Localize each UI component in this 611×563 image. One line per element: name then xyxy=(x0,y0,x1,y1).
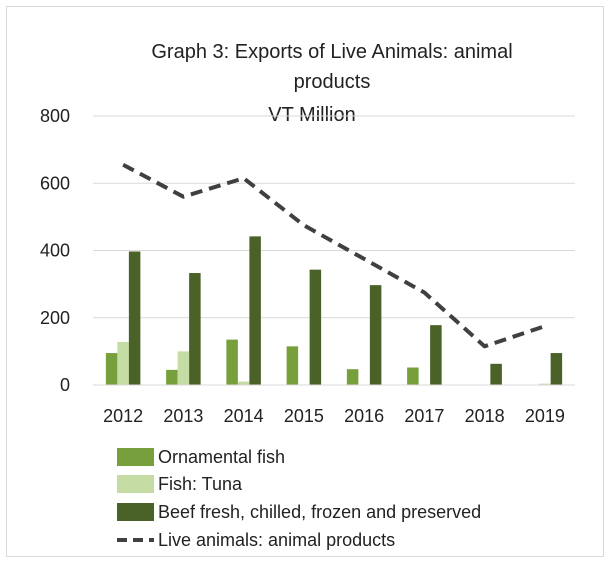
x-tick-label: 2018 xyxy=(465,406,505,426)
legend-swatch xyxy=(117,475,154,493)
x-axis: 2012 2013 2014 2015 2016 2017 2018 2019 xyxy=(93,384,575,426)
legend-label: Beef fresh, chilled, frozen and preserve… xyxy=(158,502,481,522)
bar-beef-2018 xyxy=(490,363,502,385)
legend-swatch xyxy=(117,448,154,466)
y-axis: 0 200 400 600 800 xyxy=(40,106,70,395)
bars xyxy=(105,236,563,385)
legend: Ornamental fish Fish: Tuna Beef fresh, chi… xyxy=(117,447,481,550)
legend-label: Fish: Tuna xyxy=(158,474,243,494)
x-tick-label: 2015 xyxy=(284,406,324,426)
y-tick-label: 200 xyxy=(40,308,70,328)
bar-ornamental-2015 xyxy=(286,346,299,385)
chart-title: Graph 3: Exports of Live Animals: animal… xyxy=(151,41,512,126)
bar-beef-2019 xyxy=(550,353,563,385)
line-series xyxy=(122,162,546,349)
x-tick-label: 2014 xyxy=(224,406,264,426)
bar-fish-2013 xyxy=(177,351,190,385)
legend-label: Ornamental fish xyxy=(158,447,285,467)
bar-beef-2012 xyxy=(128,251,141,385)
chart-frame xyxy=(6,6,604,557)
bar-fish-2012 xyxy=(117,341,129,385)
bar-ornamental-2014 xyxy=(226,339,238,385)
line-live-animals xyxy=(122,162,546,349)
bar-beef-2014 xyxy=(249,236,261,385)
bar-ornamental-2013 xyxy=(166,369,178,385)
chart-title-line-1: Graph 3: Exports of Live Animals: animal xyxy=(151,41,512,63)
bar-ornamental-2017 xyxy=(407,367,419,385)
gridlines xyxy=(93,115,575,386)
chart-title-line-2: products xyxy=(294,71,371,93)
y-tick-label: 800 xyxy=(40,106,70,126)
x-tick-label: 2017 xyxy=(404,406,444,426)
x-tick-label: 2012 xyxy=(103,406,143,426)
x-tick-label: 2016 xyxy=(344,406,384,426)
bar-fish-2019 xyxy=(539,383,551,385)
legend-swatch xyxy=(117,503,154,521)
bar-ornamental-2012 xyxy=(105,353,118,385)
bar-beef-2015 xyxy=(309,269,322,385)
y-tick-label: 400 xyxy=(40,241,70,261)
x-tick-label: 2019 xyxy=(525,406,565,426)
bar-ornamental-2016 xyxy=(346,369,359,385)
y-tick-label: 600 xyxy=(40,173,70,193)
x-tick-label: 2013 xyxy=(163,406,203,426)
bar-fish-2014 xyxy=(237,381,250,385)
chart-title-line-3: VT Million xyxy=(268,104,355,126)
bar-beef-2016 xyxy=(369,285,382,385)
legend-label: Live animals: animal products xyxy=(158,530,395,550)
bar-beef-2013 xyxy=(189,273,201,385)
y-tick-label: 0 xyxy=(60,375,70,395)
bar-beef-2017 xyxy=(430,325,442,385)
